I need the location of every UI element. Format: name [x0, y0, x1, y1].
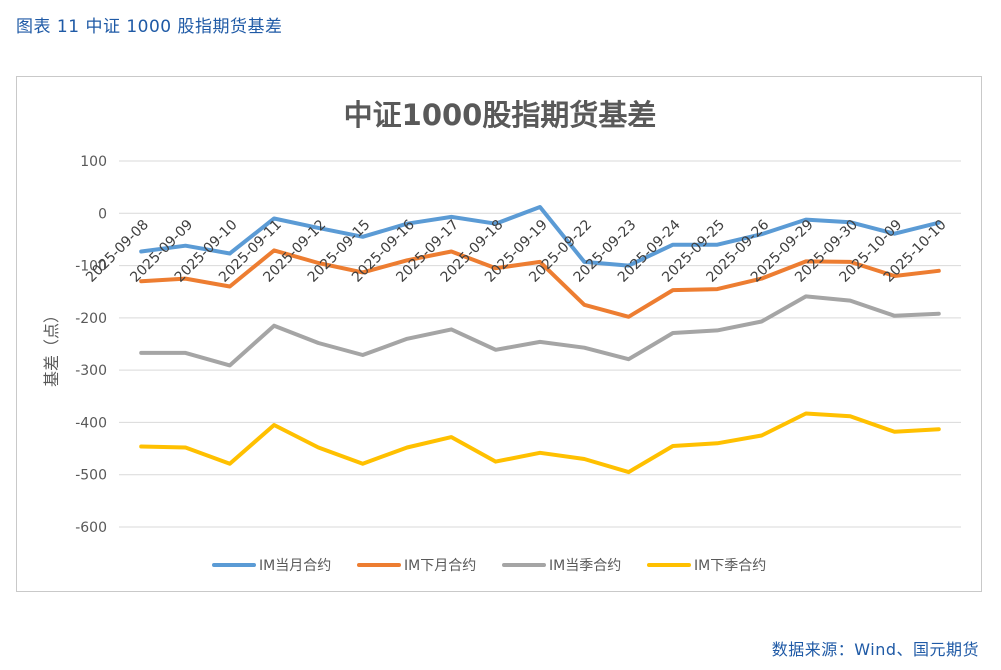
chart-title: 中证1000股指期货基差 — [344, 98, 657, 132]
y-tick-label: -500 — [75, 468, 107, 484]
legend-item: IM当季合约 — [502, 558, 621, 574]
series-line-4 — [139, 411, 941, 475]
y-tick-label: -400 — [75, 415, 107, 431]
x-tick-labels: 2025-09-082025-09-092025-09-102025-09-11… — [83, 217, 950, 286]
y-axis-label: 基差（点） — [42, 307, 61, 387]
y-tick-label: -200 — [75, 311, 107, 327]
legend-label: IM当季合约 — [549, 558, 621, 574]
chart-frame: 中证1000股指期货基差 基差（点） 100 0 -100 -200 -300 -400 -… — [16, 76, 982, 592]
data-source: 数据来源：Wind、国元期货 — [771, 640, 979, 659]
series-lines — [139, 205, 941, 475]
basis-line-chart: 中证1000股指期货基差 基差（点） 100 0 -100 -200 -300 -400 -… — [42, 98, 961, 574]
legend: IM当月合约 IM下月合约 IM当季合约 IM下季合约 — [212, 558, 766, 574]
legend-label: IM当月合约 — [259, 558, 331, 574]
y-tick-label: 100 — [80, 154, 107, 170]
y-tick-label: -600 — [75, 520, 107, 536]
y-tick-label: -300 — [75, 363, 107, 379]
y-tick-label: -100 — [75, 259, 107, 275]
legend-label: IM下季合约 — [694, 558, 766, 574]
legend-item: IM下季合约 — [647, 558, 766, 574]
figure-caption: 图表 11 中证 1000 股指期货基差 — [16, 17, 283, 37]
legend-item: IM下月合约 — [357, 558, 476, 574]
gridlines — [119, 160, 961, 528]
y-tick-labels: 100 0 -100 -200 -300 -400 -500 -600 — [75, 154, 107, 536]
legend-item: IM当月合约 — [212, 558, 331, 574]
series-line-2 — [139, 248, 941, 319]
series-line-3 — [139, 294, 941, 368]
series-line-1 — [139, 205, 941, 268]
legend-label: IM下月合约 — [404, 558, 476, 574]
y-tick-label: 0 — [98, 206, 107, 222]
